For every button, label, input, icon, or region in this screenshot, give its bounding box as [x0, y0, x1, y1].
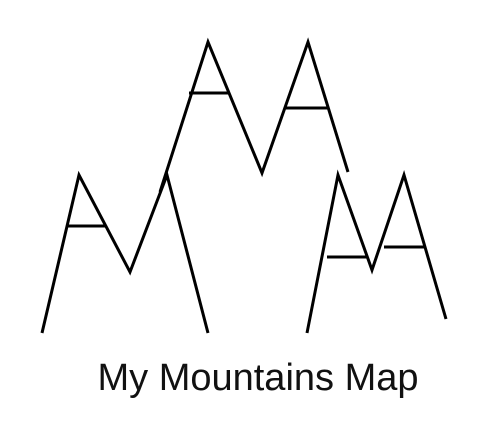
mountain-left	[40, 170, 210, 334]
mountain-right	[305, 169, 448, 334]
logo-title: My Mountains Map	[97, 357, 419, 399]
mountain-top-left	[158, 37, 350, 193]
